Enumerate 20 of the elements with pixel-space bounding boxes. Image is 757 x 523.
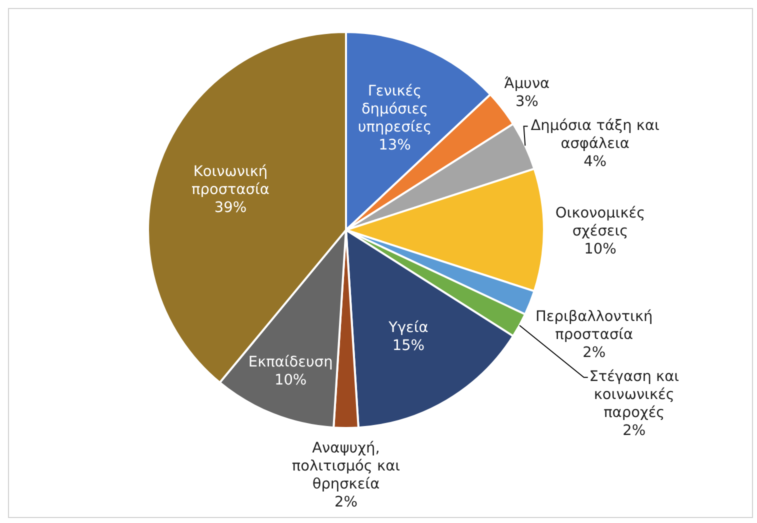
slice-label: Περιβαλλοντική προστασία xyxy=(536,308,653,343)
data-label: 2% xyxy=(582,344,606,361)
slice-label: Κοινωνική προστασία xyxy=(192,164,270,198)
slice-label: Στέγαση και κοινωνικές παροχές xyxy=(589,368,680,421)
data-label: 15% xyxy=(392,338,425,354)
slice-label: Αναψυχή, πολιτισμός και θρησκεία xyxy=(292,440,400,492)
data-label: 4% xyxy=(584,154,607,170)
data-label: 10% xyxy=(584,241,616,258)
data-label: 2% xyxy=(334,494,358,510)
slice-label: Δημόσια τάξη και ασφάλεια xyxy=(530,118,660,152)
data-label: 10% xyxy=(274,372,307,388)
slice-label: Οικονομικές σχέσεις xyxy=(555,205,646,240)
slice-label: Άμυνα xyxy=(504,76,550,92)
slice-label: Εκπαίδευση xyxy=(248,354,333,370)
slice-label: Υγεία xyxy=(388,320,428,336)
data-label: 2% xyxy=(622,422,646,439)
data-label: 13% xyxy=(378,138,411,154)
slice-label: Γενικές δημόσιες υπηρεσίες xyxy=(358,84,432,136)
data-label: 39% xyxy=(214,200,247,216)
data-label: 3% xyxy=(515,94,538,110)
